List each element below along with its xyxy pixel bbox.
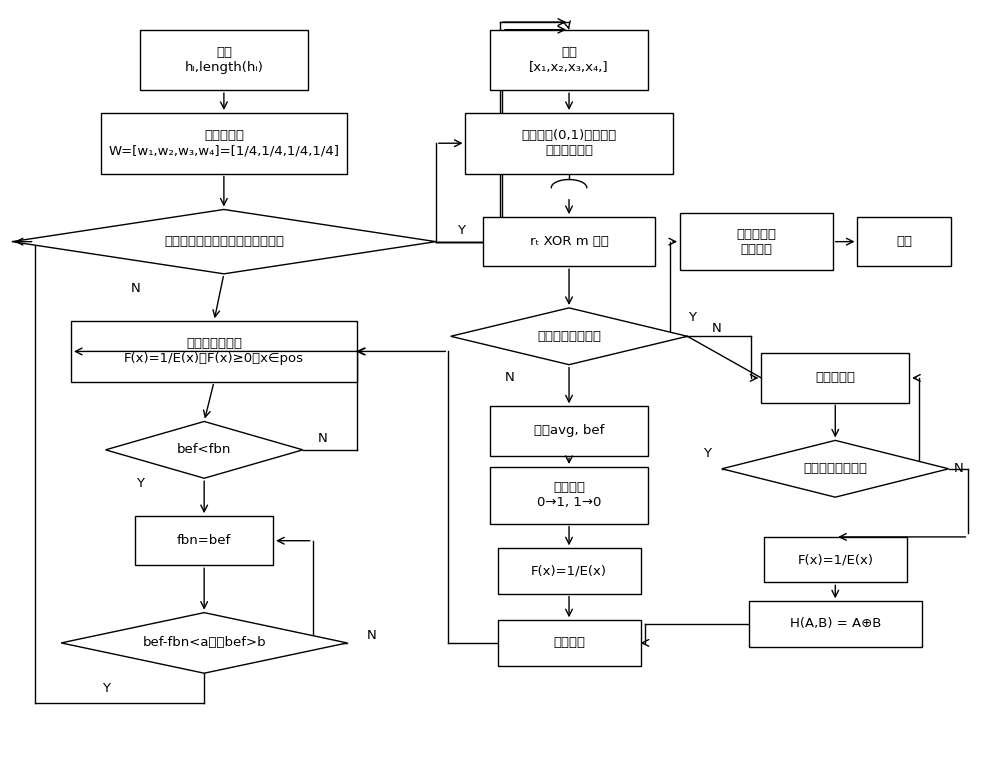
Text: bef-fbn<a并且bef>b: bef-fbn<a并且bef>b bbox=[142, 636, 266, 649]
Text: 变异操作
0→1, 1→0: 变异操作 0→1, 1→0 bbox=[537, 481, 601, 510]
Polygon shape bbox=[12, 210, 436, 274]
FancyBboxPatch shape bbox=[135, 516, 273, 565]
Text: 计算
[x₁,x₂,x₃,x₄,]: 计算 [x₁,x₂,x₃,x₄,] bbox=[529, 46, 609, 74]
Text: 产生一个(0,1)之间均匀
分布的随机数: 产生一个(0,1)之间均匀 分布的随机数 bbox=[521, 130, 617, 157]
Text: N: N bbox=[712, 322, 722, 335]
Text: 计算avg, bef: 计算avg, bef bbox=[534, 424, 604, 437]
FancyBboxPatch shape bbox=[71, 322, 357, 382]
Text: 是否符合次数要求: 是否符合次数要求 bbox=[803, 463, 867, 475]
FancyBboxPatch shape bbox=[465, 113, 673, 173]
Text: 停止: 停止 bbox=[896, 235, 912, 248]
FancyBboxPatch shape bbox=[498, 620, 641, 665]
Text: N: N bbox=[130, 282, 140, 295]
FancyBboxPatch shape bbox=[498, 548, 641, 594]
Text: fbn=bef: fbn=bef bbox=[177, 534, 231, 547]
FancyBboxPatch shape bbox=[490, 406, 648, 456]
Text: N: N bbox=[367, 629, 377, 641]
Polygon shape bbox=[451, 308, 687, 365]
FancyBboxPatch shape bbox=[857, 217, 951, 266]
FancyBboxPatch shape bbox=[140, 29, 308, 90]
Text: Y: Y bbox=[457, 224, 465, 237]
Text: 初始化种群
W=[w₁,w₂,w₃,w₄]=[1/4,1/4,1/4,1/4]: 初始化种群 W=[w₁,w₂,w₃,w₄]=[1/4,1/4,1/4,1/4] bbox=[108, 130, 339, 157]
Text: N: N bbox=[954, 463, 963, 475]
FancyBboxPatch shape bbox=[490, 467, 648, 524]
FancyBboxPatch shape bbox=[749, 601, 922, 647]
Text: 输入
hᵢ,length(hᵢ): 输入 hᵢ,length(hᵢ) bbox=[184, 46, 263, 74]
Text: bef<fbn: bef<fbn bbox=[177, 443, 231, 456]
Text: Y: Y bbox=[102, 682, 110, 695]
Text: 输出结果保
留最优解: 输出结果保 留最优解 bbox=[736, 227, 776, 256]
Text: F(x)=1/E(x): F(x)=1/E(x) bbox=[531, 564, 607, 577]
FancyBboxPatch shape bbox=[761, 353, 909, 402]
Polygon shape bbox=[61, 613, 347, 673]
FancyBboxPatch shape bbox=[490, 29, 648, 90]
FancyBboxPatch shape bbox=[680, 214, 833, 270]
Text: 种群初始化: 种群初始化 bbox=[815, 372, 855, 385]
Text: rₜ XOR m 替代: rₜ XOR m 替代 bbox=[530, 235, 608, 248]
Polygon shape bbox=[722, 440, 949, 497]
FancyBboxPatch shape bbox=[483, 217, 655, 266]
Text: 更新种群: 更新种群 bbox=[553, 636, 585, 649]
Text: 计算适应度函数
F(x)=1/E(x)，F(x)≥0，x∈pos: 计算适应度函数 F(x)=1/E(x)，F(x)≥0，x∈pos bbox=[124, 338, 304, 365]
Text: Y: Y bbox=[136, 477, 144, 490]
Text: H(A,B) = A⊕B: H(A,B) = A⊕B bbox=[790, 618, 881, 631]
Text: F(x)=1/E(x): F(x)=1/E(x) bbox=[797, 553, 873, 566]
Polygon shape bbox=[106, 422, 303, 478]
FancyBboxPatch shape bbox=[764, 537, 907, 582]
Text: N: N bbox=[505, 372, 515, 385]
FancyBboxPatch shape bbox=[101, 113, 347, 173]
Text: Y: Y bbox=[703, 447, 711, 460]
Text: N: N bbox=[318, 432, 327, 445]
Text: 是否符合次数要求: 是否符合次数要求 bbox=[537, 330, 601, 343]
Text: 小生境遗传算法次数是否达到要求: 小生境遗传算法次数是否达到要求 bbox=[164, 235, 284, 248]
Text: Y: Y bbox=[688, 311, 696, 324]
